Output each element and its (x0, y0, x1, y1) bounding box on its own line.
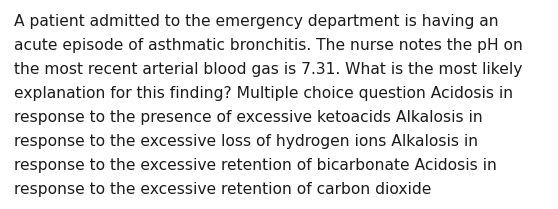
Text: response to the excessive loss of hydrogen ions Alkalosis in: response to the excessive loss of hydrog… (14, 134, 478, 149)
Text: explanation for this finding? Multiple choice question Acidosis in: explanation for this finding? Multiple c… (14, 86, 513, 101)
Text: response to the excessive retention of carbon dioxide: response to the excessive retention of c… (14, 182, 431, 197)
Text: acute episode of asthmatic bronchitis. The nurse notes the pH on: acute episode of asthmatic bronchitis. T… (14, 38, 523, 53)
Text: A patient admitted to the emergency department is having an: A patient admitted to the emergency depa… (14, 14, 499, 29)
Text: response to the excessive retention of bicarbonate Acidosis in: response to the excessive retention of b… (14, 158, 497, 173)
Text: the most recent arterial blood gas is 7.31. What is the most likely: the most recent arterial blood gas is 7.… (14, 62, 522, 77)
Text: response to the presence of excessive ketoacids Alkalosis in: response to the presence of excessive ke… (14, 110, 483, 125)
